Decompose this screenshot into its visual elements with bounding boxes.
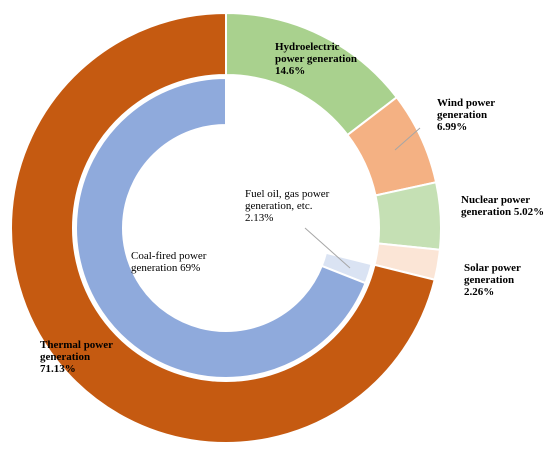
label-thermal: Thermal power generation 71.13% [40,339,116,375]
leader-wind [394,127,421,151]
inner-ring [75,76,377,379]
outer-slice-thermal-power-generation [10,11,436,444]
label-hydroelectric: Hydroelectric power generation 14.6% [275,41,360,77]
label-coal-fired: Coal-fired power generation 69% [131,250,209,274]
outer-ring [10,11,442,444]
label-wind: Wind power generation 6.99% [437,97,498,133]
label-solar: Solar power generation 2.26% [464,262,524,298]
outer-slice-nuclear-power-generation [374,181,442,251]
label-fuel-oil-gas: Fuel oil, gas power generation, etc. 2.1… [245,188,332,224]
label-nuclear: Nuclear power generation 5.02% [461,194,544,218]
inner-slice-coal-fired-power-generation [75,76,367,379]
leader-lines [304,127,421,269]
leader-fuel-oil-gas [304,227,351,269]
